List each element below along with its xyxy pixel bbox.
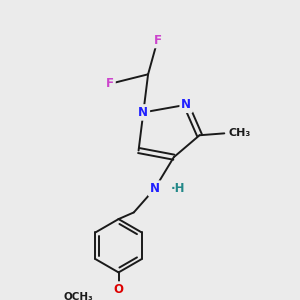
Text: ·H: ·H (171, 182, 185, 195)
Text: OCH₃: OCH₃ (63, 292, 93, 300)
Text: N: N (181, 98, 191, 111)
Text: F: F (154, 34, 162, 46)
Text: N: N (150, 182, 160, 195)
Text: CH₃: CH₃ (228, 128, 250, 138)
Text: N: N (138, 106, 148, 119)
Text: O: O (114, 283, 124, 296)
Text: F: F (106, 77, 114, 90)
